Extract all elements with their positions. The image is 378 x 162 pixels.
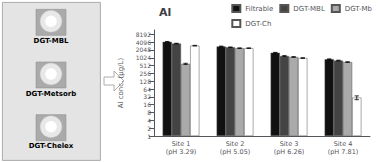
svg-text:Site 3: Site 3 [280,140,299,148]
svg-text:4096: 4096 [136,39,151,46]
svg-text:Al: Al [159,6,171,19]
svg-text:DGT-MBL: DGT-MBL [34,37,69,45]
svg-text:DGT-Ch: DGT-Ch [245,20,271,28]
svg-text:4: 4 [147,117,151,124]
svg-text:Site 2: Site 2 [226,140,245,148]
svg-text:2048: 2048 [136,46,151,53]
svg-text:128: 128 [140,78,152,85]
svg-text:32: 32 [143,93,151,100]
svg-text:Site 1: Site 1 [172,140,191,148]
svg-text:DGT-MBL: DGT-MBL [293,5,325,13]
svg-text:256: 256 [140,70,152,77]
svg-text:8: 8 [147,109,151,116]
svg-text:Al conc. (μg/L): Al conc. (μg/L) [117,58,125,109]
svg-text:Site 4: Site 4 [334,140,353,148]
svg-text:16: 16 [143,101,151,108]
svg-text:Filtrable: Filtrable [245,5,273,13]
svg-text:(pH 7.81): (pH 7.81) [328,148,359,156]
svg-text:1: 1 [147,133,151,140]
svg-text:(pH 3.29): (pH 3.29) [166,148,197,156]
svg-text:DGT-Mb: DGT-Mb [345,5,373,13]
svg-text:(pH 6.26): (pH 6.26) [274,148,305,156]
svg-text:(pH 5.05): (pH 5.05) [220,148,251,156]
svg-text:512: 512 [140,62,152,69]
svg-text:DGT-Metsorb: DGT-Metsorb [26,90,77,98]
svg-text:DGT-Chelex: DGT-Chelex [29,142,74,150]
svg-text:64: 64 [143,86,151,93]
svg-text:2: 2 [147,125,151,132]
svg-text:8192: 8192 [136,31,151,38]
svg-text:1024: 1024 [136,54,151,61]
